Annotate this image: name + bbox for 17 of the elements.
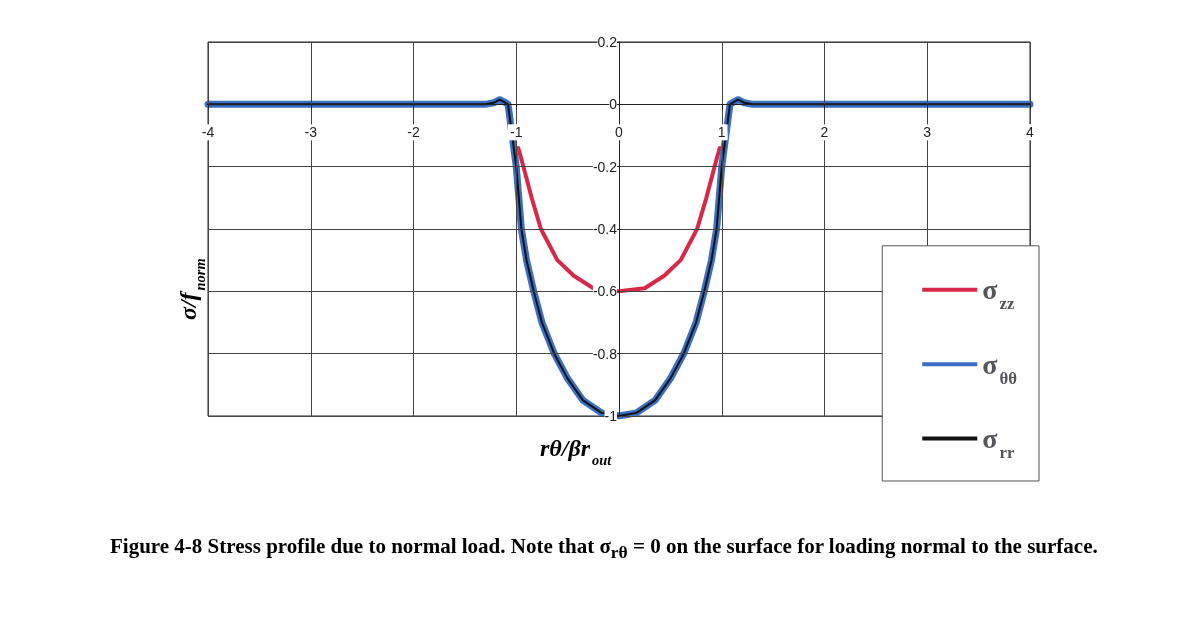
x-tick-label: 4 [1026,124,1035,141]
x-tick-label: 3 [923,124,932,141]
x-tick-label: -3 [304,124,318,141]
x-tick-label: -4 [201,124,215,141]
x-tick-label: -1 [510,124,523,141]
caption: Figure 4-8 Stress profile due to normal load. Note that σ$_{rθ}$ = 0 on the surface for loading normal to the surface. [110,533,1099,565]
x-tick-label: -2 [407,124,420,141]
x-tick-label: 1 [717,124,726,141]
y-tick-label: 0 [609,96,618,113]
y-axis-title: σ/fnorm [175,258,209,320]
y-tick-label: -1 [604,408,618,424]
y-tick-label: -0.8 [592,345,618,362]
y-tick-label: -0.2 [592,158,618,175]
y-tick-label: 0.2 [597,34,618,50]
x-tick-label: 2 [820,124,829,141]
y-tick-label: -0.4 [592,221,618,237]
y-tick-label: -0.6 [592,283,618,300]
